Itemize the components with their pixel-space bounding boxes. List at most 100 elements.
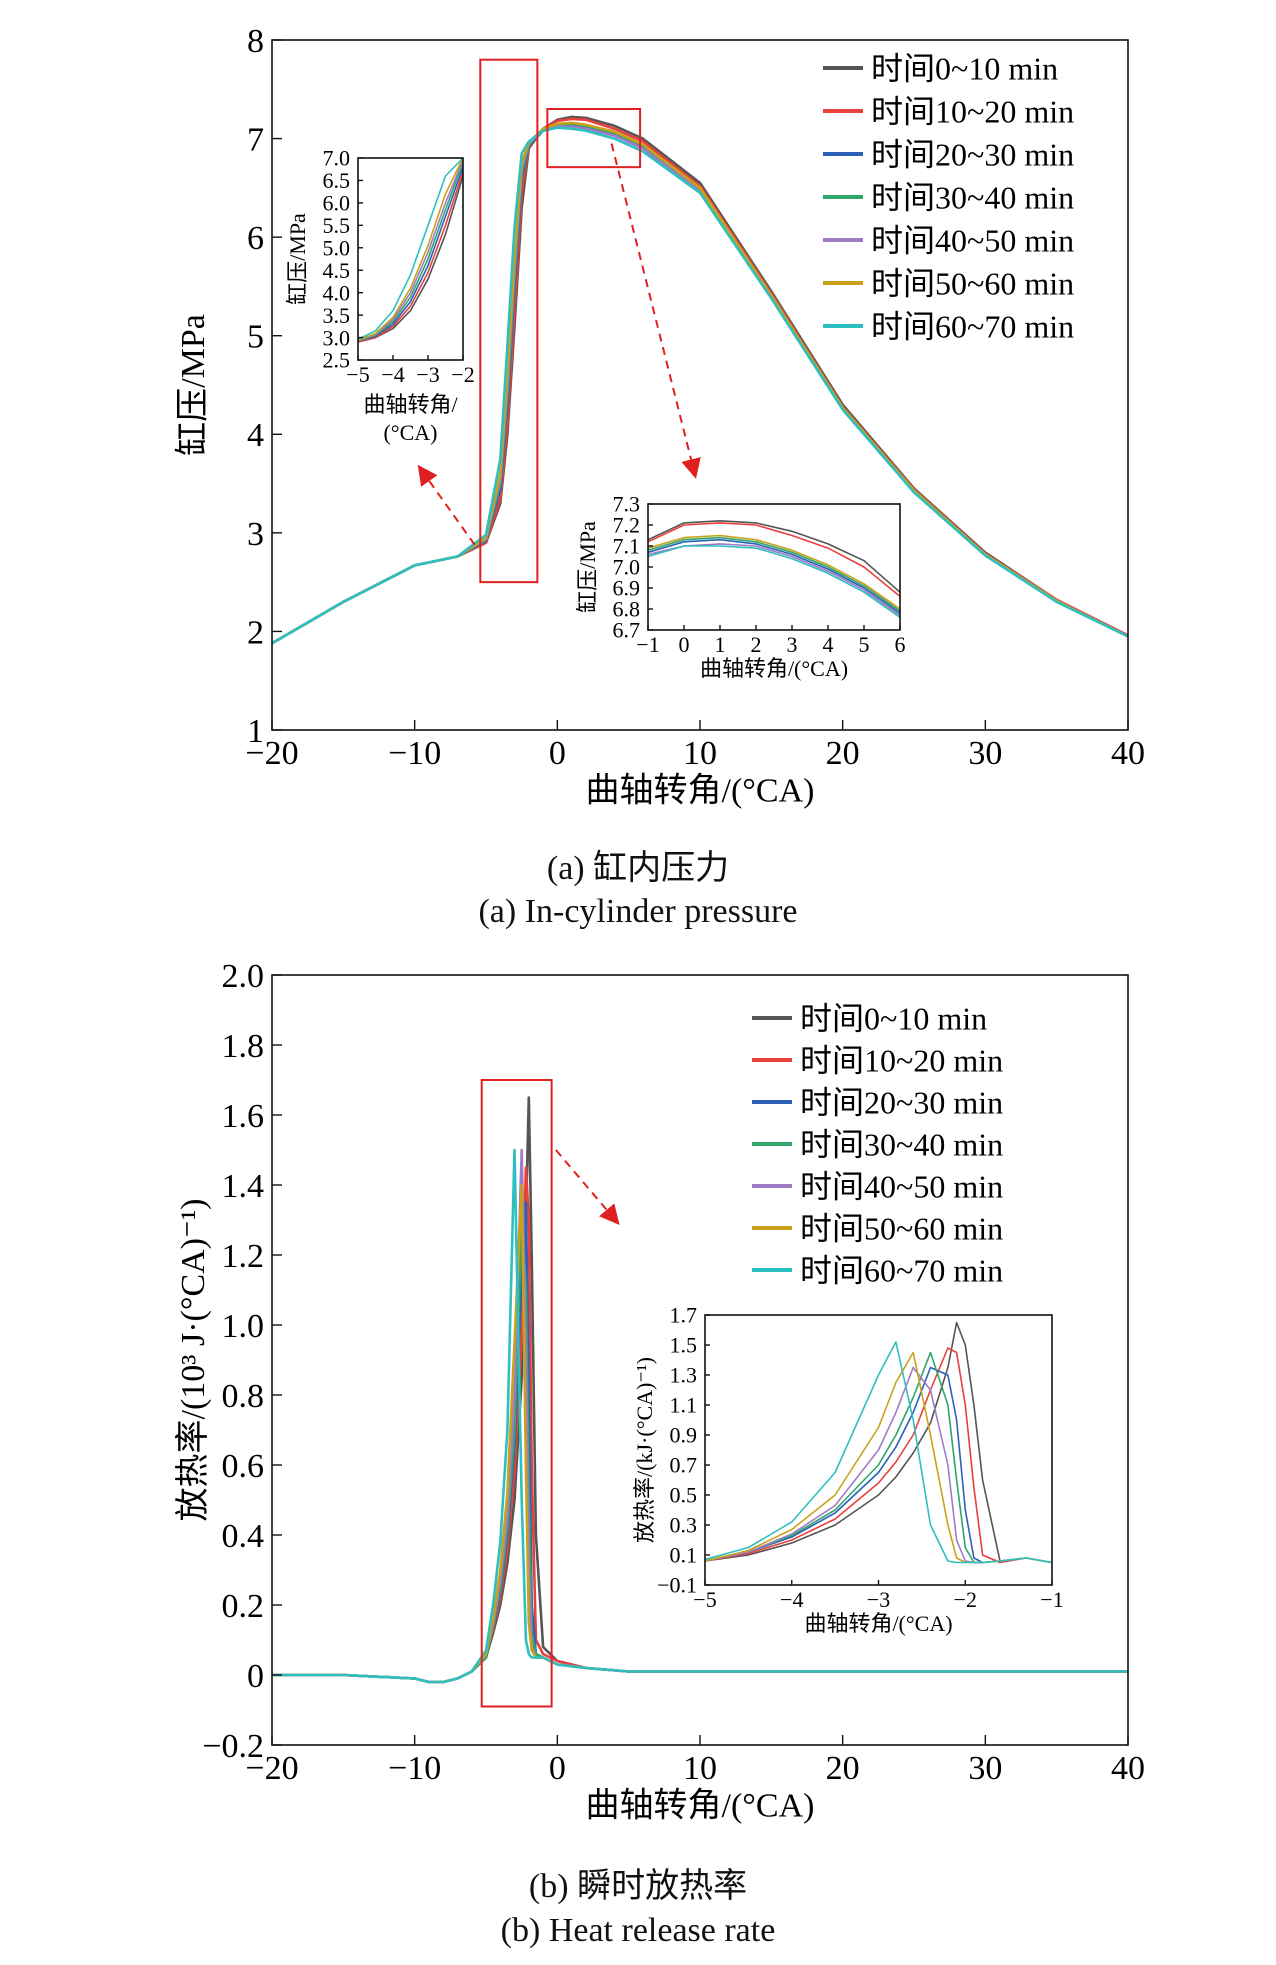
y-tick-label: 0.7 bbox=[670, 1453, 698, 1478]
x-tick-label: −4 bbox=[381, 362, 404, 387]
y-tick-label: 7.0 bbox=[323, 146, 351, 171]
y-tick-label: 0.9 bbox=[670, 1423, 698, 1448]
legend: 时间0~10 min 时间10~20 min 时间20~30 min 时间30~40 … bbox=[752, 1001, 1003, 1289]
legend-label: 时间30~40 min bbox=[871, 180, 1074, 216]
caption-b-cn: (b) 瞬时放热率 bbox=[528, 1868, 748, 1905]
y-tick-label: 7 bbox=[247, 121, 264, 158]
x-tick-label: 5 bbox=[859, 632, 870, 657]
legend: 时间0~10 min 时间10~20 min 时间20~30 min 时间30~40 … bbox=[823, 51, 1074, 345]
series-group bbox=[705, 1321, 1052, 1564]
x-tick-label: 1 bbox=[715, 632, 726, 657]
series-line-4 bbox=[358, 159, 463, 342]
series-line-6 bbox=[705, 1341, 1052, 1564]
legend-label: 时间60~70 min bbox=[800, 1253, 1003, 1289]
y-tick-label: 3.5 bbox=[323, 303, 351, 328]
x-tick-label: 40 bbox=[1111, 735, 1145, 772]
y-tick-label: 7.3 bbox=[613, 492, 641, 517]
zoom-box-rise bbox=[479, 58, 539, 584]
y-axis-label: 放热率/(kJ·(°CA)⁻¹) bbox=[632, 1357, 657, 1543]
y-tick-label: 1 bbox=[247, 713, 264, 750]
y-tick-label: −0.1 bbox=[657, 1573, 697, 1598]
legend-label: 时间10~20 min bbox=[871, 94, 1074, 130]
plot-frame bbox=[357, 157, 464, 361]
x-tick-label: 40 bbox=[1111, 1750, 1145, 1787]
legend-label: 时间10~20 min bbox=[800, 1043, 1003, 1079]
y-axis-label: 缸压/MPa bbox=[575, 521, 600, 613]
series-line-6 bbox=[272, 126, 1128, 645]
series-group bbox=[358, 158, 463, 343]
zoom-arrow-peak bbox=[610, 143, 701, 479]
series-line-3 bbox=[648, 536, 900, 612]
y-tick-label: 6.5 bbox=[323, 168, 351, 193]
x-tick-label: −1 bbox=[1040, 1587, 1063, 1612]
y-tick-label: 1.3 bbox=[670, 1363, 698, 1388]
y-tick-label: 1.4 bbox=[222, 1168, 265, 1205]
x-tick-label: −5 bbox=[693, 1587, 716, 1612]
y-tick-label: 7.2 bbox=[613, 513, 641, 538]
y-tick-label: 5 bbox=[247, 319, 264, 356]
y-tick-label: 0.4 bbox=[222, 1518, 265, 1555]
y-tick-label: 6.0 bbox=[323, 191, 351, 216]
hrr-inset-chart: −5 −4 −3 −2 −1 −0.1 0.1 0.3 0.5 0.7 0.9 1.1 1.3 1.5 1.… bbox=[632, 1303, 1064, 1637]
x-tick-label: 0 bbox=[549, 735, 566, 772]
legend-label: 时间20~30 min bbox=[871, 137, 1074, 173]
y-tick-label: 5.0 bbox=[323, 235, 351, 260]
series-line-1 bbox=[358, 171, 463, 343]
y-tick-label: 7.1 bbox=[613, 534, 641, 559]
y-tick-label: 1.5 bbox=[670, 1333, 698, 1358]
legend-label: 时间60~70 min bbox=[871, 309, 1074, 345]
x-tick-label: −20 bbox=[245, 735, 298, 772]
y-tick-label: 0.5 bbox=[670, 1483, 698, 1508]
series-line-0 bbox=[648, 519, 900, 593]
series-group bbox=[272, 1096, 1128, 1684]
inset-background bbox=[358, 158, 463, 360]
series-line-3 bbox=[358, 162, 463, 342]
y-tick-label: 6 bbox=[247, 220, 264, 257]
x-tick-label: −10 bbox=[388, 1750, 441, 1787]
caption-a-cn: (a) 缸内压力 bbox=[546, 850, 730, 887]
y-tick-label: 2.0 bbox=[222, 958, 265, 995]
x-tick-label: 6 bbox=[895, 632, 906, 657]
caption-b-en: (b) Heat release rate bbox=[500, 1912, 776, 1949]
legend-label: 时间50~60 min bbox=[800, 1211, 1003, 1247]
y-tick-label: 3 bbox=[247, 516, 264, 553]
y-tick-label: 1.8 bbox=[222, 1028, 265, 1065]
y-axis-label: 放热率/(10³ J·(°CA)⁻¹) bbox=[174, 1199, 212, 1522]
x-axis-label: 曲轴转角/(°CA) bbox=[586, 1786, 815, 1824]
x-axis-label: 曲轴转角/(°CA) bbox=[586, 771, 815, 809]
x-tick-label: −3 bbox=[867, 1587, 890, 1612]
x-tick-label: 30 bbox=[968, 1750, 1002, 1787]
pressure-inset-peak-chart: −1 0 1 2 3 4 5 6 6.76.86.97.07.17.27.3 曲轴转角/(°CA)… bbox=[575, 492, 905, 682]
x-tick-label: −3 bbox=[416, 362, 439, 387]
x-axis-label: 曲轴转角/(°CA) bbox=[700, 656, 848, 681]
y-axis-label: 缸压/MPa bbox=[174, 314, 212, 456]
y-tick-label: 0 bbox=[247, 1658, 264, 1695]
x-tick-label: 3 bbox=[787, 632, 798, 657]
zoom-box-peak bbox=[546, 108, 642, 169]
legend-label: 时间0~10 min bbox=[871, 51, 1058, 87]
zoom-arrow-hrr bbox=[555, 1149, 620, 1226]
x-tick-label: 10 bbox=[683, 1750, 717, 1787]
x-tick-label: 0 bbox=[679, 632, 690, 657]
x-tick-label: 10 bbox=[683, 735, 717, 772]
caption-a-en: (a) In-cylinder pressure bbox=[478, 893, 798, 930]
x-tick-label: 0 bbox=[549, 1750, 566, 1787]
y-tick-label: 0.6 bbox=[222, 1448, 265, 1485]
series-line-0 bbox=[705, 1321, 1052, 1564]
x-tick-label: −20 bbox=[245, 1750, 298, 1787]
x-tick-label: −5 bbox=[346, 362, 369, 387]
pressure-inset-rise-chart: −5 −4 −3 −2 2.53.03.54.04.55.05.56.06.57.0 曲轴… bbox=[285, 146, 475, 445]
x-tick-label: −2 bbox=[451, 362, 474, 387]
legend-label: 时间40~50 min bbox=[800, 1169, 1003, 1205]
series-line-6 bbox=[272, 1148, 1128, 1684]
x-tick-label: 4 bbox=[823, 632, 834, 657]
series-line-5 bbox=[648, 534, 900, 610]
legend-label: 时间0~10 min bbox=[800, 1001, 987, 1037]
y-tick-label: 2 bbox=[247, 614, 264, 651]
y-tick-label: 8 bbox=[247, 23, 264, 60]
hrr-main-chart: −20 −10 0 10 20 30 40 −0.2 0 0.2 0.4 0.6 0.8 1.0 1.2 1.… bbox=[174, 958, 1145, 1825]
y-tick-label: 1.0 bbox=[222, 1308, 265, 1345]
y-tick-label: 7.0 bbox=[613, 555, 641, 580]
y-axis-label: 缸压/MPa bbox=[285, 213, 310, 305]
x-tick-label: −4 bbox=[780, 1587, 803, 1612]
